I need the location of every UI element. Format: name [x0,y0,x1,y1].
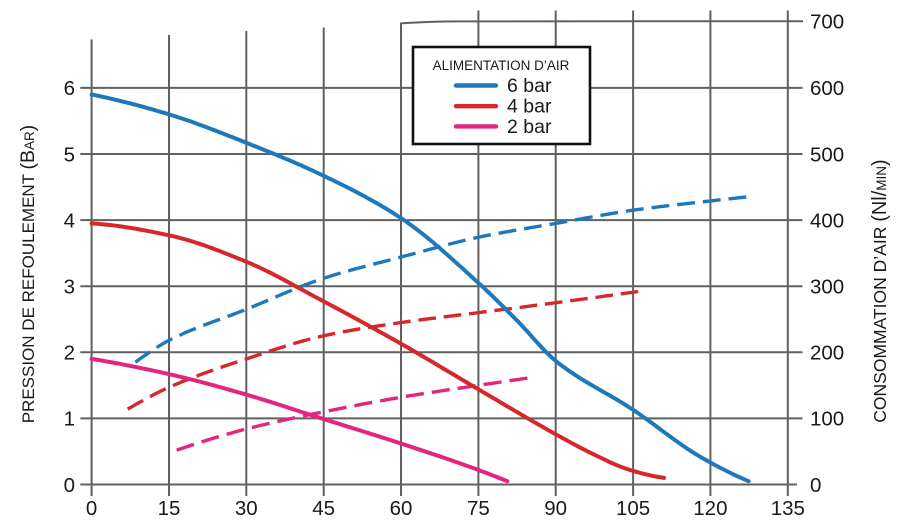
svg-text:2: 2 [64,342,75,365]
svg-text:0: 0 [64,474,75,497]
svg-text:6 bar: 6 bar [507,75,552,97]
svg-text:5: 5 [64,143,75,166]
svg-text:30: 30 [235,497,258,520]
svg-text:100: 100 [810,408,844,431]
svg-text:4: 4 [64,209,75,232]
svg-text:60: 60 [390,497,413,520]
svg-text:4 bar: 4 bar [507,96,552,118]
svg-text:300: 300 [810,276,844,299]
svg-text:400: 400 [810,209,844,232]
svg-text:105: 105 [616,497,650,520]
svg-text:135: 135 [771,497,805,520]
svg-text:6: 6 [64,77,75,100]
svg-text:200: 200 [810,342,844,365]
svg-text:45: 45 [312,497,335,520]
svg-text:2 bar: 2 bar [507,116,552,138]
svg-text:15: 15 [158,497,181,520]
svg-text:ALIMENTATION D’AIR: ALIMENTATION D’AIR [433,58,570,73]
svg-text:90: 90 [544,497,567,520]
svg-text:CONSOMMATION D’AIR (Nl/MIN): CONSOMMATION D’AIR (Nl/MIN) [869,159,891,422]
svg-text:600: 600 [810,77,844,100]
svg-text:3: 3 [64,276,75,299]
svg-text:PRESSION DE REFOULEMENT (BAR): PRESSION DE REFOULEMENT (BAR) [17,125,39,424]
svg-text:120: 120 [693,497,727,520]
svg-text:0: 0 [86,497,97,520]
svg-text:75: 75 [467,497,490,520]
svg-text:700: 700 [810,10,844,33]
svg-text:500: 500 [810,143,844,166]
svg-text:1: 1 [64,408,75,431]
svg-text:0: 0 [810,474,821,497]
